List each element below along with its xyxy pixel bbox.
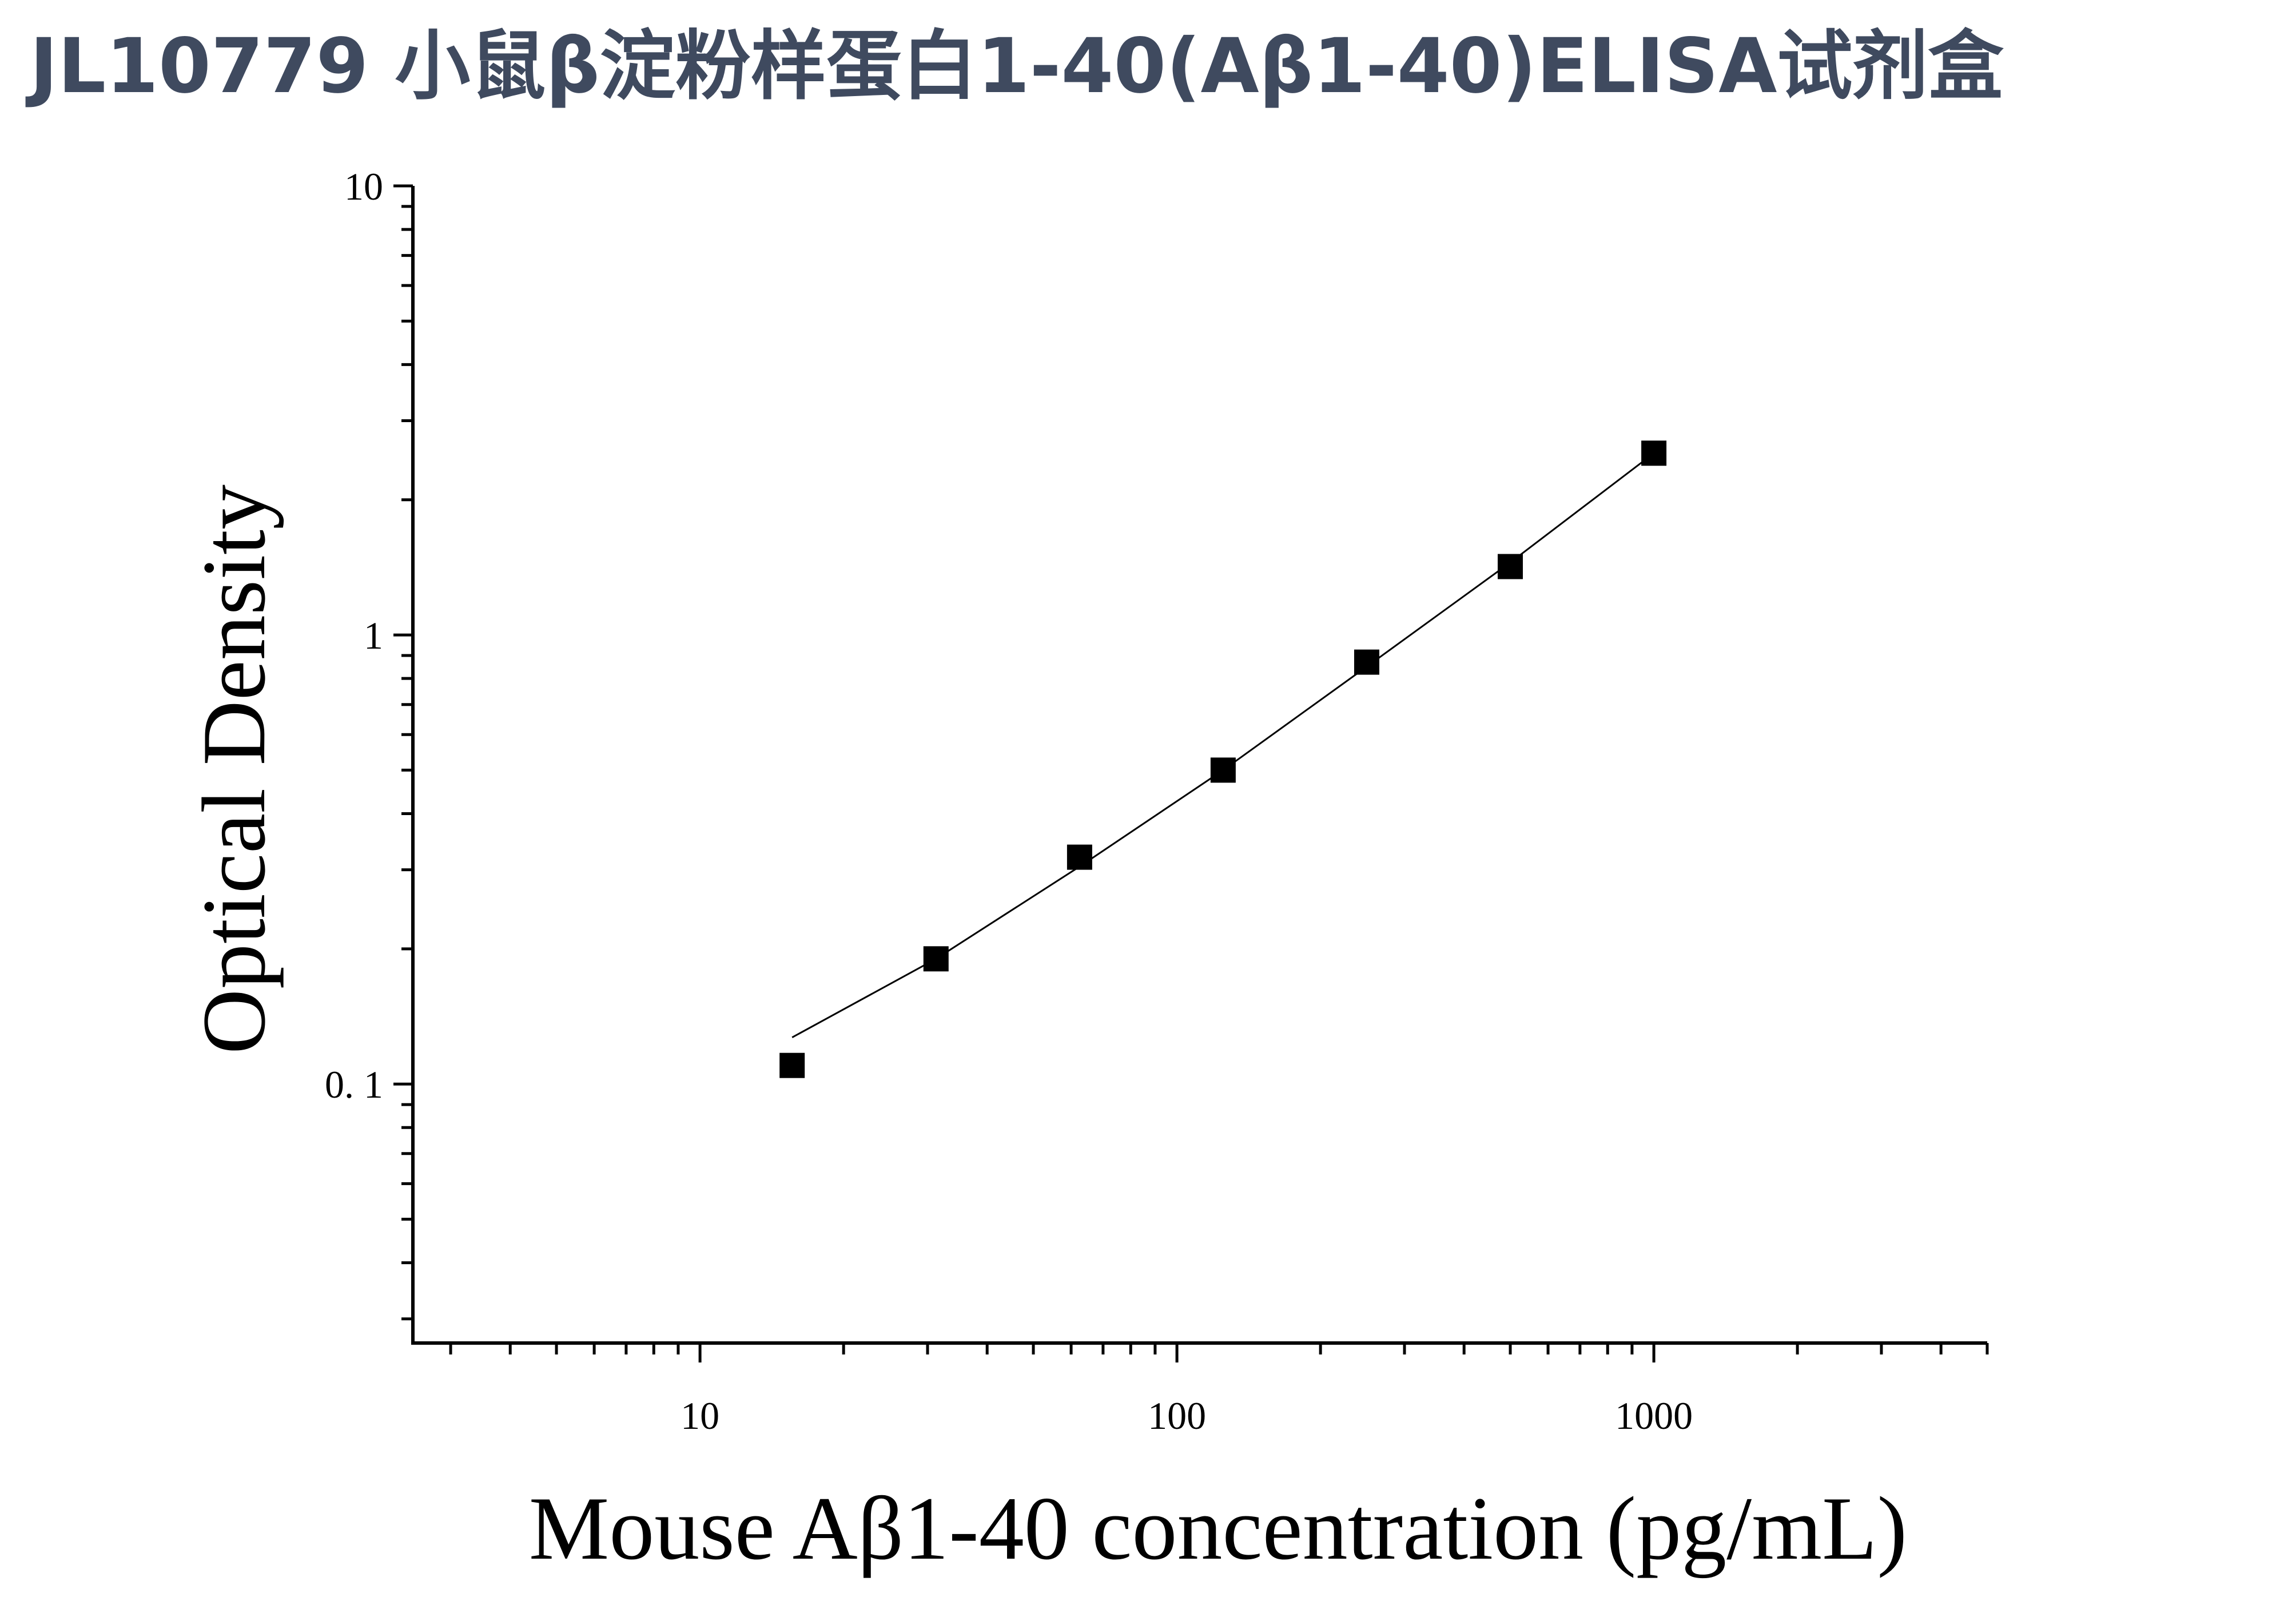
data-point <box>1641 440 1667 466</box>
y-tick-label: 1 <box>364 614 383 657</box>
y-tick-label: 0. 1 <box>325 1063 383 1106</box>
data-points <box>779 440 1667 1078</box>
x-axis-title: Mouse Aβ1-40 concentration (pg/mL) <box>529 1479 1907 1579</box>
data-point <box>1498 554 1523 579</box>
x-tick-label: 100 <box>1148 1394 1206 1437</box>
data-point <box>923 946 949 972</box>
data-point <box>779 1052 805 1078</box>
x-tick-label: 10 <box>681 1394 719 1437</box>
data-point <box>1210 757 1236 783</box>
data-point <box>1067 844 1092 870</box>
x-tick-label: 1000 <box>1615 1394 1693 1437</box>
y-axis-title: Optical Density <box>184 484 284 1054</box>
y-tick-label: 10 <box>344 165 383 208</box>
chart-title: JL10779 小鼠β淀粉样蛋白1-40(Aβ1-40)ELISA试剂盒 <box>30 22 2004 110</box>
fit-curve-layer <box>791 452 1655 1039</box>
fit-curve-line <box>791 452 1655 1039</box>
axes: 10 100 1000 0. 1 1 10 <box>325 165 1989 1437</box>
data-point <box>1354 649 1379 675</box>
